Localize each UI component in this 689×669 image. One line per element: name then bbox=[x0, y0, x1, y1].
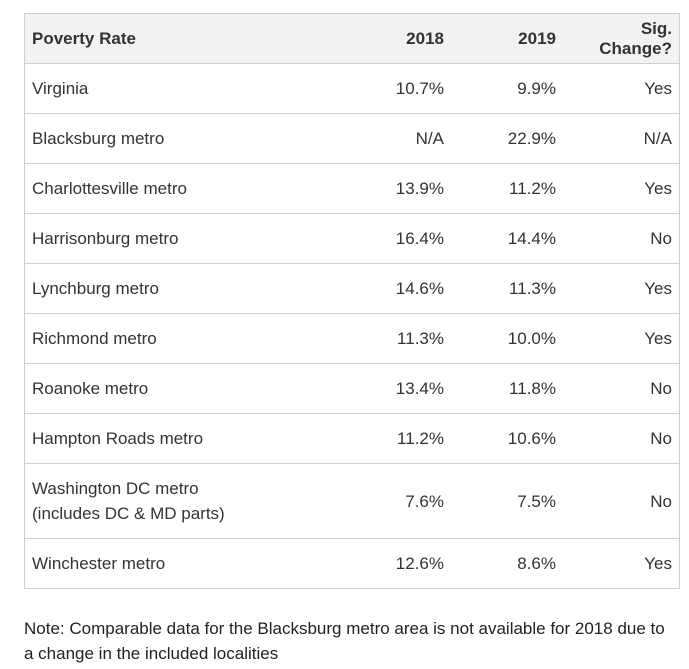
rate-2018: 11.3% bbox=[347, 313, 451, 364]
sig-change: Yes bbox=[563, 163, 680, 214]
region-name-cell: Richmond metro bbox=[24, 313, 347, 364]
rate-2018: 14.6% bbox=[347, 263, 451, 314]
region-name-cell: Charlottesville metro bbox=[24, 163, 347, 214]
header-poverty-rate: Poverty Rate bbox=[24, 13, 347, 64]
region-name-cell: Virginia bbox=[24, 63, 347, 114]
table-row: Roanoke metro 13.4% 11.8% No bbox=[24, 363, 680, 414]
sig-change: Yes bbox=[563, 263, 680, 314]
region-name: (includes DC & MD parts) bbox=[32, 504, 225, 523]
rate-2019: 9.9% bbox=[451, 63, 563, 114]
sig-change: No bbox=[563, 363, 680, 414]
rate-2018: 13.4% bbox=[347, 363, 451, 414]
region-name: Lynchburg metro bbox=[32, 278, 159, 298]
header-2019: 2019 bbox=[451, 13, 563, 64]
region-name: Roanoke metro bbox=[32, 378, 149, 398]
table-row: Blacksburg metro N/A 22.9% N/A bbox=[24, 113, 680, 164]
region-name-cell: Winchester metro bbox=[24, 538, 347, 589]
table-row: Washington DC metro (includes DC & MD par… bbox=[24, 463, 680, 539]
region-name: Richmond metro bbox=[32, 328, 157, 348]
region-name: Hampton Roads metro bbox=[32, 428, 204, 448]
rate-2019: 10.6% bbox=[451, 413, 563, 464]
rate-2019: 11.8% bbox=[451, 363, 563, 414]
poverty-rate-table: Poverty Rate 2018 2019 Sig. Change? Virg… bbox=[24, 13, 680, 589]
table-body: Virginia 10.7% 9.9% Yes Blacksburg metro N/A 2… bbox=[24, 63, 680, 589]
region-name: Harrisonburg metro bbox=[32, 228, 179, 248]
table-header-row: Poverty Rate 2018 2019 Sig. Change? bbox=[24, 13, 680, 64]
rate-2019: 11.2% bbox=[451, 163, 563, 214]
sig-change: No bbox=[563, 463, 680, 539]
table-row: Hampton Roads metro 11.2% 10.6% No bbox=[24, 413, 680, 464]
region-name: Washington DC metro bbox=[32, 479, 199, 498]
rate-2018: 12.6% bbox=[347, 538, 451, 589]
region-name: Winchester metro bbox=[32, 553, 166, 573]
table-row: Charlottesville metro 13.9% 11.2% Yes bbox=[24, 163, 680, 214]
region-name: Virginia bbox=[32, 78, 89, 98]
region-name: Charlottesville metro bbox=[32, 178, 187, 198]
rate-2018: 7.6% bbox=[347, 463, 451, 539]
rate-2018: N/A bbox=[347, 113, 451, 164]
rate-2018: 11.2% bbox=[347, 413, 451, 464]
rate-2018: 10.7% bbox=[347, 63, 451, 114]
header-sig-change: Sig. Change? bbox=[563, 13, 680, 64]
region-name-cell: Harrisonburg metro bbox=[24, 213, 347, 264]
sig-change: No bbox=[563, 413, 680, 464]
table-row: Harrisonburg metro 16.4% 14.4% No bbox=[24, 213, 680, 264]
footnote: Note: Comparable data for the Blacksburg… bbox=[24, 619, 665, 663]
region-name-cell: Washington DC metro (includes DC & MD par… bbox=[24, 463, 347, 539]
sig-change: Yes bbox=[563, 538, 680, 589]
table-row: Virginia 10.7% 9.9% Yes bbox=[24, 63, 680, 114]
table-row: Winchester metro 12.6% 8.6% Yes bbox=[24, 538, 680, 589]
region-name-cell: Roanoke metro bbox=[24, 363, 347, 414]
table-row: Richmond metro 11.3% 10.0% Yes bbox=[24, 313, 680, 364]
region-name-cell: Hampton Roads metro bbox=[24, 413, 347, 464]
table-row: Lynchburg metro 14.6% 11.3% Yes bbox=[24, 263, 680, 314]
header-2018: 2018 bbox=[347, 13, 451, 64]
rate-2018: 16.4% bbox=[347, 213, 451, 264]
rate-2019: 22.9% bbox=[451, 113, 563, 164]
rate-2019: 8.6% bbox=[451, 538, 563, 589]
rate-2019: 11.3% bbox=[451, 263, 563, 314]
rate-2019: 10.0% bbox=[451, 313, 563, 364]
region-name-cell: Lynchburg metro bbox=[24, 263, 347, 314]
region-name-cell: Blacksburg metro bbox=[24, 113, 347, 164]
sig-change: N/A bbox=[563, 113, 680, 164]
region-name: Blacksburg metro bbox=[32, 128, 165, 148]
sig-change: Yes bbox=[563, 313, 680, 364]
sig-change: No bbox=[563, 213, 680, 264]
sig-change: Yes bbox=[563, 63, 680, 114]
rate-2019: 14.4% bbox=[451, 213, 563, 264]
rate-2019: 7.5% bbox=[451, 463, 563, 539]
rate-2018: 13.9% bbox=[347, 163, 451, 214]
